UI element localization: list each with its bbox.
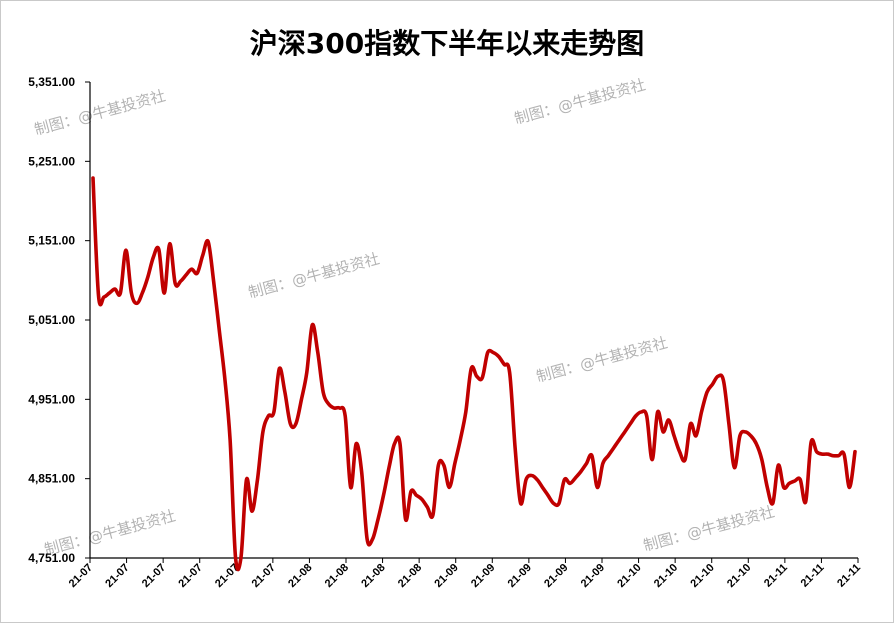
watermark: 制图：@牛基投资社 <box>534 334 669 386</box>
watermark: 制图：@牛基投资社 <box>246 250 381 302</box>
watermark: 制图：@牛基投资社 <box>641 503 776 555</box>
x-tick-label: 21-09 <box>506 562 534 590</box>
x-tick-label: 21-08 <box>396 562 424 590</box>
x-tick-label: 21-08 <box>323 562 351 590</box>
y-tick-label: 4,851.00 <box>28 472 75 486</box>
series-line <box>91 176 857 572</box>
series-layer <box>91 176 857 572</box>
x-tick-label: 21-08 <box>359 562 387 590</box>
x-tick-label: 21-07 <box>103 562 131 590</box>
x-tick-label: 21-10 <box>615 562 643 590</box>
y-tick-label: 4,751.00 <box>28 551 75 565</box>
y-tick-label: 5,151.00 <box>28 234 75 248</box>
x-tick-label: 21-11 <box>762 562 790 590</box>
x-tick-label: 21-07 <box>140 562 168 590</box>
y-tick-label: 5,051.00 <box>28 313 75 327</box>
x-tick-label: 21-09 <box>469 562 497 590</box>
x-tick-label: 21-07 <box>250 562 278 590</box>
x-tick-label: 21-09 <box>542 562 570 590</box>
y-tick-label: 5,351.00 <box>28 75 75 89</box>
x-tick-label: 21-09 <box>432 562 460 590</box>
x-tick-label: 21-10 <box>725 562 753 590</box>
x-tick-label: 21-11 <box>799 562 827 590</box>
x-tick-label: 21-10 <box>688 562 716 590</box>
x-tick-label: 21-08 <box>286 562 314 590</box>
watermark: 制图：@牛基投资社 <box>512 76 647 128</box>
x-tick-label: 21-10 <box>652 562 680 590</box>
watermark: 制图：@牛基投资社 <box>32 87 167 139</box>
x-tick-label: 21-07 <box>176 562 204 590</box>
chart-title: 沪深300指数下半年以来走势图 <box>249 27 645 60</box>
y-tick-label: 5,251.00 <box>28 154 75 168</box>
x-tick-label: 21-07 <box>67 562 95 590</box>
y-tick-label: 4,951.00 <box>28 392 75 406</box>
x-tick-label: 21-11 <box>835 562 863 590</box>
x-tick-label: 21-09 <box>579 562 607 590</box>
